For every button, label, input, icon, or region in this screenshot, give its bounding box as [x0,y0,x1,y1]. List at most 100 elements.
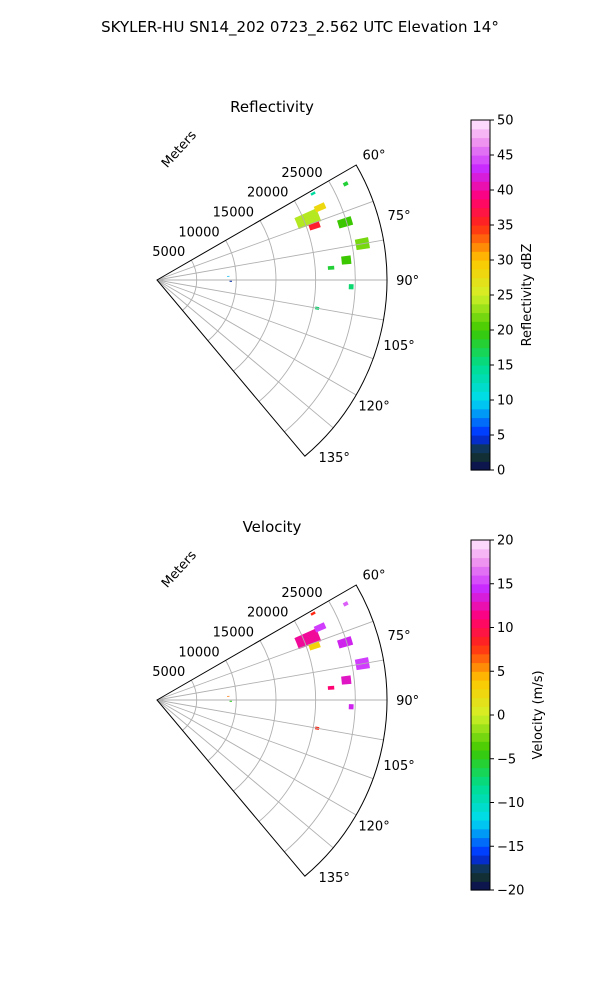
velocity-colorbar-segment [471,610,490,620]
reflectivity-colorbar-tick-label: 5 [497,429,505,444]
reflectivity-echo [310,191,316,196]
velocity-azimuth-gridline [156,699,357,816]
reflectivity-colorbar-segment [471,277,490,287]
velocity-range-tick-label: 15000 [213,626,254,641]
reflectivity-azimuth-gridline [156,279,374,360]
reflectivity-colorbar-segment [471,260,490,270]
velocity-angle-tick-label: 120° [358,819,389,834]
reflectivity-echo [294,208,322,230]
reflectivity-colorbar-segment [471,128,490,139]
velocity-angle-tick-label: 90° [396,694,419,709]
velocity-colorbar-segment [471,662,490,672]
velocity-angle-tick-label: 105° [383,759,414,774]
velocity-colorbar-segment [471,767,490,777]
reflectivity-colorbar-segment [471,155,490,165]
reflectivity-colorbar-tick-label: 45 [497,149,514,164]
reflectivity-colorbar-segment [471,146,490,156]
velocity-colorbar-tick-label: −15 [497,840,524,855]
reflectivity-colorbar-segment [471,408,490,419]
velocity-panel: Velocity Meters 5000 10000 15000 20000 25000… [152,518,546,899]
reflectivity-colorbar-tick-label: 50 [497,114,514,129]
velocity-range-tick-label: 10000 [178,645,219,660]
reflectivity-plot: 5000 10000 15000 20000 25000 60° 75° 90° 105° 120… [152,149,419,467]
reflectivity-colorbar-segment [471,120,490,130]
velocity-colorbar-segment [471,645,490,655]
reflectivity-colorbar-segment [471,347,490,357]
reflectivity-colorbar-segment [471,251,490,261]
velocity-colorbar-segment [471,872,490,882]
velocity-angle-tick-label: 75° [388,629,411,644]
reflectivity-colorbar-segment [471,163,490,174]
reflectivity-azimuth-gridline [156,279,357,396]
reflectivity-azimuth-gridline [156,279,384,321]
reflectivity-colorbar-segment [471,225,490,235]
reflectivity-echo [229,280,232,282]
reflectivity-range-tick-label: 10000 [178,225,219,240]
velocity-colorbar-segment [471,793,490,804]
velocity-colorbar-tick-label: −5 [497,752,516,767]
velocity-colorbar-segment [471,802,490,812]
velocity-colorbar-tick-label: 5 [497,665,505,680]
reflectivity-colorbar-segment [471,216,490,226]
velocity-angle-tick-label: 135° [319,871,350,886]
velocity-echo [308,640,321,651]
velocity-colorbar-segment [471,811,490,821]
reflectivity-colorbar-tick-label: 10 [497,394,514,409]
velocity-echo [310,611,316,616]
velocity-echo [342,601,349,607]
reflectivity-colorbar-segment [471,461,490,471]
reflectivity-angle-tick-label: 120° [358,399,389,414]
reflectivity-colorbar-tick-label: 15 [497,359,514,374]
reflectivity-colorbar-tick-label: 25 [497,289,514,304]
velocity-colorbar-segment [471,820,490,830]
reflectivity-angle-tick-label: 75° [388,209,411,224]
velocity-colorbar-segment [471,592,490,602]
velocity-plot: 5000 10000 15000 20000 25000 60° 75° 90° 105° 120… [152,569,419,887]
reflectivity-colorbar-segment [471,303,490,314]
velocity-colorbar-segment [471,723,490,734]
reflectivity-colorbar-segment [471,286,490,296]
velocity-colorbar-segment [471,758,490,769]
reflectivity-range-ring [233,220,277,372]
reflectivity-azimuth-gridline [156,279,334,429]
velocity-colorbar-segment [471,583,490,594]
reflectivity-colorbar-segment [471,268,490,279]
reflectivity-range-tick-label: 5000 [152,245,185,260]
velocity-range-tick-label: 25000 [281,586,322,601]
reflectivity-colorbar-segment [471,356,490,366]
velocity-colorbar-segment [471,776,490,786]
velocity-echo [313,622,327,633]
reflectivity-colorbar-segment [471,452,490,462]
reflectivity-azimuth-gridline [156,239,384,281]
velocity-colorbar-segment [471,706,490,716]
velocity-range-tick-label: 20000 [247,606,288,621]
velocity-colorbar-segment [471,575,490,585]
reflectivity-azimuth-gridline [156,200,374,281]
reflectivity-colorbar-segment [471,426,490,436]
velocity-range-tick-label: 5000 [152,665,185,680]
reflectivity-angle-tick-label: 90° [396,274,419,289]
reflectivity-colorbar-label: Reflectivity dBZ [520,244,535,347]
reflectivity-echo [327,265,335,270]
reflectivity-panel: Reflectivity Meters 5000 10000 15000 20000 2… [152,98,535,479]
reflectivity-range-ring [207,240,237,342]
reflectivity-colorbar-tick-label: 40 [497,184,514,199]
reflectivity-sector-outline [156,164,388,457]
velocity-colorbar-segment [471,846,490,856]
velocity-azimuth-gridline [156,699,334,849]
reflectivity-colorbar-tick-label: 30 [497,254,514,269]
reflectivity-colorbar-segment [471,435,490,445]
reflectivity-colorbar-segment [471,295,490,305]
reflectivity-echo [341,255,352,265]
figure-title: SKYLER-HU SN14_202 0723_2.562 UTC Elevat… [101,18,499,37]
reflectivity-range-ring [258,200,317,402]
reflectivity-colorbar-segment [471,391,490,401]
reflectivity-colorbar-segment [471,338,490,349]
velocity-colorbar-segment [471,548,490,559]
reflectivity-colorbar-segment [471,400,490,410]
reflectivity-angle-tick-label: 105° [383,339,414,354]
reflectivity-range-tick-label: 25000 [281,166,322,181]
reflectivity-radial-label: Meters [159,128,200,171]
reflectivity-colorbar-segment [471,382,490,392]
reflectivity-colorbar-segment [471,198,490,209]
